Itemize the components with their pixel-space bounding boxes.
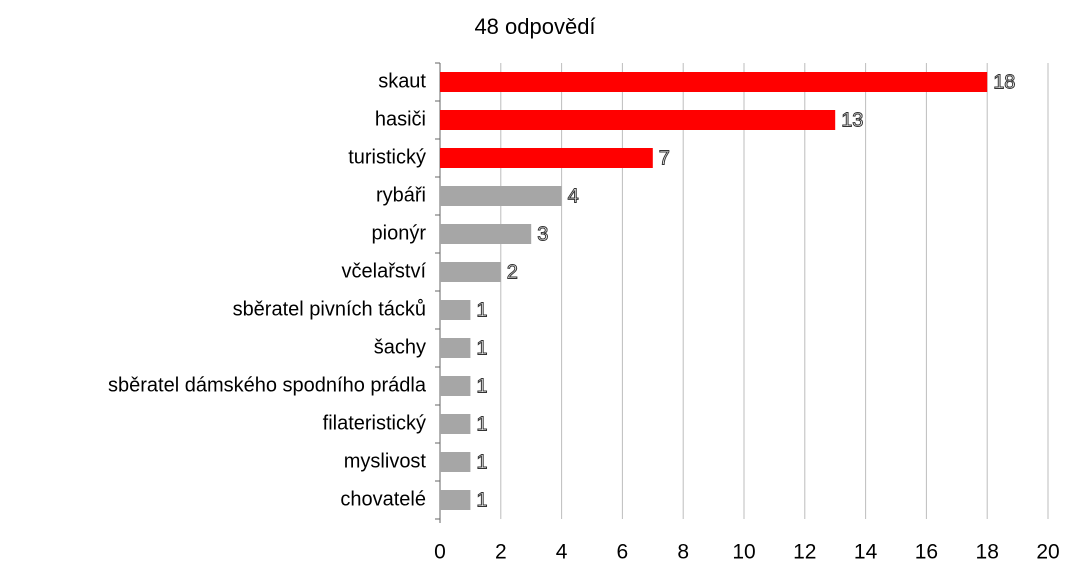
x-tick-label: 6 bbox=[617, 541, 629, 564]
value-label: 1 bbox=[476, 337, 487, 359]
bar bbox=[440, 490, 471, 510]
bar bbox=[440, 186, 562, 206]
value-label: 1 bbox=[476, 375, 487, 397]
x-tick-label: 12 bbox=[793, 541, 816, 564]
category-label: pionýr bbox=[372, 222, 427, 244]
value-label: 1 bbox=[476, 413, 487, 435]
value-label: 4 bbox=[568, 185, 579, 207]
x-tick-label: 2 bbox=[495, 541, 507, 564]
category-label: turistický bbox=[348, 146, 426, 168]
x-tick-label: 10 bbox=[732, 541, 755, 564]
category-label: rybáři bbox=[376, 184, 426, 206]
value-label: 2 bbox=[507, 261, 518, 283]
category-label: sběratel dámského spodního prádla bbox=[108, 374, 427, 396]
category-label: sběratel pivních tácků bbox=[233, 298, 426, 320]
bar bbox=[440, 110, 836, 130]
value-label: 13 bbox=[841, 109, 863, 131]
x-tick-label: 8 bbox=[677, 541, 689, 564]
bar bbox=[440, 262, 501, 282]
category-label: filateristický bbox=[323, 412, 426, 434]
category-label: myslivost bbox=[344, 450, 427, 472]
value-label: 1 bbox=[476, 299, 487, 321]
value-label: 3 bbox=[537, 223, 548, 245]
bar bbox=[440, 224, 532, 244]
value-label: 1 bbox=[476, 489, 487, 511]
x-tick-label: 4 bbox=[556, 541, 568, 564]
x-tick-label: 16 bbox=[915, 541, 938, 564]
x-tick-label: 14 bbox=[854, 541, 878, 564]
bar bbox=[440, 148, 653, 168]
value-label: 7 bbox=[659, 147, 670, 169]
category-label: chovatelé bbox=[340, 488, 426, 510]
category-label: skaut bbox=[378, 70, 426, 92]
bar bbox=[440, 376, 471, 396]
category-label: včelařství bbox=[342, 260, 427, 282]
category-label: šachy bbox=[374, 336, 426, 358]
chart-title: 48 odpovědí bbox=[474, 14, 595, 39]
bar bbox=[440, 300, 471, 320]
bar bbox=[440, 72, 988, 92]
x-tick-label: 20 bbox=[1036, 541, 1059, 564]
x-tick-label: 0 bbox=[434, 541, 446, 564]
value-label: 1 bbox=[476, 451, 487, 473]
category-label: hasiči bbox=[375, 108, 426, 130]
x-tick-label: 18 bbox=[976, 541, 999, 564]
bar bbox=[440, 338, 471, 358]
value-label: 18 bbox=[993, 71, 1015, 93]
bar bbox=[440, 452, 471, 472]
bar bbox=[440, 414, 471, 434]
